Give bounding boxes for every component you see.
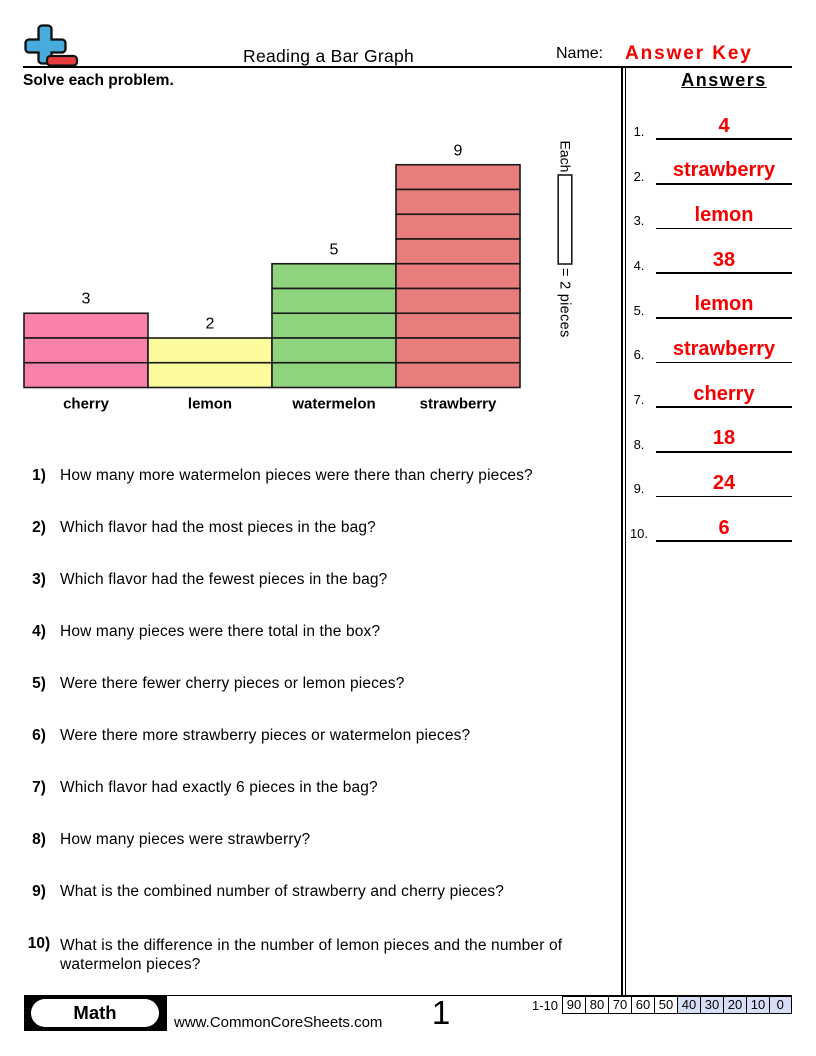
svg-text:3: 3 — [82, 291, 91, 308]
svg-text:strawberry: strawberry — [420, 396, 497, 413]
svg-text:cherry: cherry — [63, 396, 110, 413]
svg-text:= 2 pieces: = 2 pieces — [556, 268, 572, 338]
svg-text:watermelon: watermelon — [291, 396, 375, 413]
svg-text:2: 2 — [206, 316, 215, 333]
svg-text:lemon: lemon — [188, 396, 232, 413]
svg-text:9: 9 — [454, 142, 463, 159]
svg-text:Each: Each — [558, 141, 574, 173]
svg-text:5: 5 — [330, 241, 339, 258]
